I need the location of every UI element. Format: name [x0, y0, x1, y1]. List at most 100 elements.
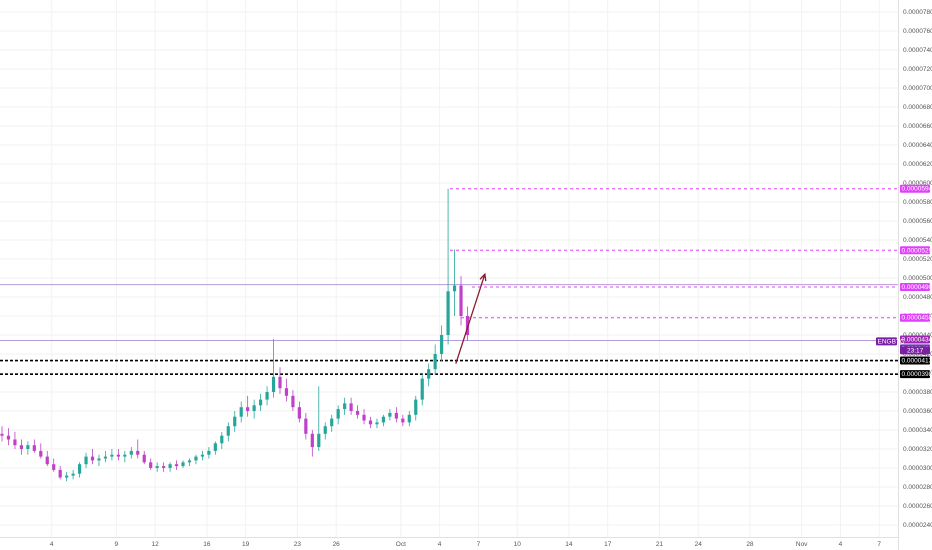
- candle-body: [116, 454, 120, 457]
- candle-body: [291, 395, 295, 408]
- price-tick-label: 0.00006400: [903, 142, 932, 149]
- candle-body: [110, 454, 114, 457]
- candle-body: [103, 456, 108, 459]
- price-tick-label: 0.00006600: [903, 123, 932, 130]
- price-tag-background: [900, 246, 930, 255]
- candle-body: [97, 458, 101, 461]
- candle-body: [446, 291, 450, 335]
- candle-body: [368, 420, 373, 425]
- candle-body: [465, 316, 470, 335]
- candle-body: [304, 418, 308, 434]
- candle-body: [6, 435, 11, 440]
- candle-body: [13, 439, 17, 446]
- price-tag-label: 0.00005292: [902, 247, 932, 254]
- candle-body: [239, 407, 243, 417]
- candle-body: [187, 460, 192, 463]
- candle-body: [71, 473, 75, 476]
- horizontal-levels[interactable]: [0, 188, 898, 375]
- price-tick-label: 0.00006000: [903, 180, 932, 187]
- trend-arrow[interactable]: [455, 272, 487, 364]
- date-tick-label: 19: [242, 541, 250, 548]
- price-tick-label: 0.00005600: [903, 218, 932, 225]
- candle-body: [459, 285, 463, 316]
- price-tick-label: 0.00002600: [903, 503, 932, 510]
- candle-body: [317, 433, 321, 448]
- candle-body: [123, 454, 127, 457]
- candle-body: [336, 409, 340, 419]
- candle-body: [362, 414, 366, 421]
- candle-body: [349, 403, 353, 411]
- date-axis[interactable]: 4 9 12 16 19 23 26 Oct 4 7 10 14 17 21 24 28 Nov 4 7: [50, 541, 882, 548]
- candle-body: [452, 285, 457, 292]
- arrow-shaft[interactable]: [455, 273, 486, 364]
- candle-body: [427, 369, 431, 379]
- candle-body: [181, 462, 185, 467]
- candle-body: [414, 399, 418, 415]
- date-tick-label: 4: [438, 541, 442, 548]
- candle-body: [246, 407, 250, 411]
- candle-body: [19, 445, 23, 449]
- price-tag-background: [900, 283, 930, 292]
- candle-body: [200, 454, 205, 457]
- candle-body: [310, 433, 314, 448]
- candle-body: [265, 392, 269, 400]
- price-tick-label: 0.00004200: [903, 351, 932, 358]
- price-tick-label: 0.00007600: [903, 28, 932, 35]
- candle-body: [45, 456, 49, 465]
- candle-body: [194, 456, 198, 461]
- price-tick-label: 0.00003800: [903, 389, 932, 396]
- candle-body: [323, 426, 327, 434]
- candle-body: [259, 399, 263, 406]
- date-tick-label: 23: [294, 541, 302, 548]
- arrow-head[interactable]: [479, 272, 487, 282]
- date-tick-label: 21: [656, 541, 664, 548]
- candle-body: [271, 376, 276, 392]
- candle-body: [394, 412, 398, 419]
- date-tick-label: Oct: [396, 541, 406, 548]
- price-tick-label: 0.00007000: [903, 85, 932, 92]
- candle-body: [433, 354, 437, 370]
- candle-body: [343, 403, 347, 410]
- price-tag-background: [900, 370, 930, 379]
- candle-body: [58, 469, 62, 478]
- price-tick-label: 0.00005000: [903, 275, 932, 282]
- price-tick-label: 0.00003200: [903, 446, 932, 453]
- date-tick-label: 4: [839, 541, 843, 548]
- candle-body: [381, 416, 386, 423]
- candle-body: [420, 378, 424, 400]
- date-tick-label: 7: [477, 541, 481, 548]
- date-tick-label: 28: [746, 541, 754, 548]
- date-tick-label: 7: [877, 541, 881, 548]
- candle-body: [297, 407, 301, 419]
- candle-body: [226, 426, 230, 436]
- candle-body: [39, 450, 43, 457]
- date-tick-label: 10: [514, 541, 522, 548]
- candle-body: [407, 414, 411, 423]
- price-tick-label: 0.00006800: [903, 104, 932, 111]
- candle-body: [90, 456, 95, 461]
- date-tick-label: 24: [695, 541, 703, 548]
- candle-body: [65, 475, 69, 478]
- candle-body: [155, 466, 159, 468]
- candle-body: [77, 464, 82, 474]
- price-tick-label: 0.00005400: [903, 237, 932, 244]
- price-tick-label: 0.00004800: [903, 294, 932, 301]
- price-tick-label: 0.00007400: [903, 47, 932, 54]
- price-tick-label: 0.00003000: [903, 465, 932, 472]
- candle-body: [162, 466, 166, 468]
- candle-body: [375, 422, 379, 425]
- date-tick-label: 17: [604, 541, 612, 548]
- candle-body: [355, 411, 360, 415]
- price-tag-background: [900, 335, 930, 344]
- candle-body: [278, 376, 282, 389]
- price-tick-label: 0.00005200: [903, 256, 932, 263]
- candle-body: [168, 464, 172, 468]
- candle-body: [207, 450, 211, 455]
- candlestick-series: [0, 188, 470, 482]
- price-tag-label: 0.00003988: [902, 371, 932, 378]
- candle-body: [284, 388, 289, 396]
- price-tick-label: 0.00007200: [903, 66, 932, 73]
